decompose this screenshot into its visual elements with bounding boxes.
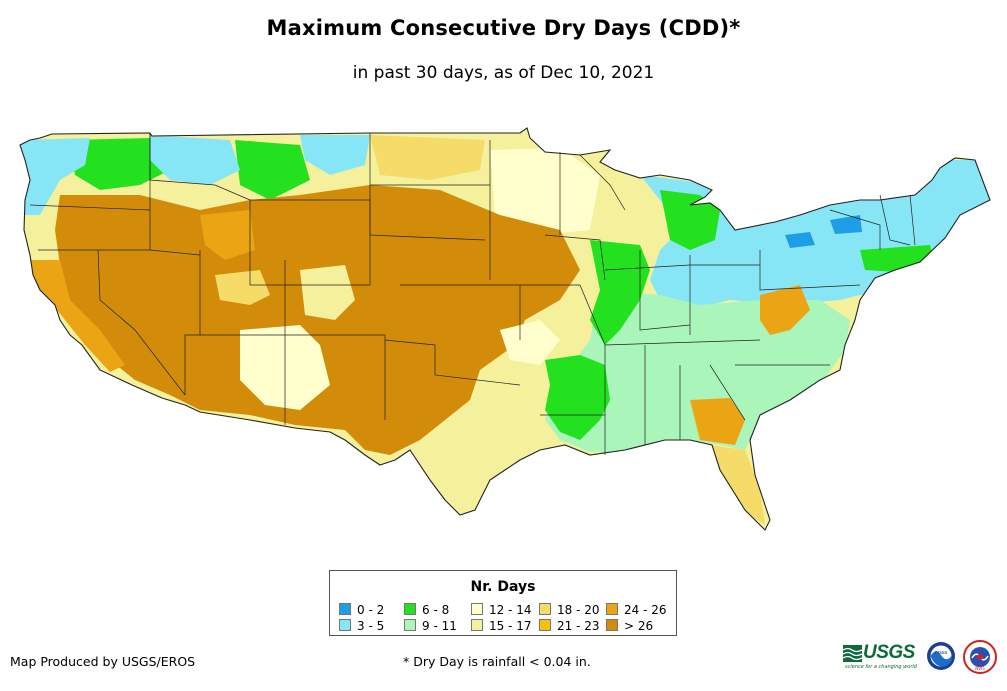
nws-logo-text: NWS — [975, 666, 985, 671]
usgs-logo: USGS science for a changing world — [843, 642, 921, 672]
legend-item: 0 - 2 — [339, 603, 384, 617]
legend-item: 18 - 20 — [539, 603, 600, 617]
usgs-wave-icon — [843, 645, 862, 662]
legend-item: 15 - 17 — [471, 619, 532, 633]
dry-day-footnote: * Dry Day is rainfall < 0.04 in. — [403, 654, 591, 669]
map-credit: Map Produced by USGS/EROS — [10, 654, 196, 669]
legend-swatch — [471, 603, 483, 615]
legend-item: 9 - 11 — [404, 619, 457, 633]
legend-swatch — [539, 619, 551, 631]
legend-swatch — [339, 603, 351, 615]
map-legend: Nr. Days 0 - 2 3 - 5 6 - 8 9 - 11 12 - 1… — [329, 570, 677, 636]
legend-item: 21 - 23 — [539, 619, 600, 633]
legend-swatch — [539, 603, 551, 615]
legend-swatch — [606, 603, 618, 615]
legend-swatch — [404, 619, 416, 631]
legend-item: 6 - 8 — [404, 603, 449, 617]
legend-swatch — [339, 619, 351, 631]
legend-item: 3 - 5 — [339, 619, 384, 633]
noaa-logo-text: noaa — [935, 650, 947, 656]
map-title: Maximum Consecutive Dry Days (CDD)* — [266, 16, 741, 40]
legend-title: Nr. Days — [470, 579, 536, 595]
legend-swatch — [404, 603, 416, 615]
map-subtitle: in past 30 days, as of Dec 10, 2021 — [352, 63, 655, 83]
usgs-wordmark: USGS — [863, 642, 915, 663]
legend-swatch — [471, 619, 483, 631]
legend-item: > 26 — [606, 619, 653, 633]
nws-logo-icon: NWS — [963, 640, 997, 674]
usgs-tagline: science for a changing world — [845, 664, 917, 670]
legend-item: 24 - 26 — [606, 603, 667, 617]
noaa-logo-icon: noaa — [927, 642, 955, 670]
legend-swatch — [606, 619, 618, 631]
legend-item: 12 - 14 — [471, 603, 532, 617]
